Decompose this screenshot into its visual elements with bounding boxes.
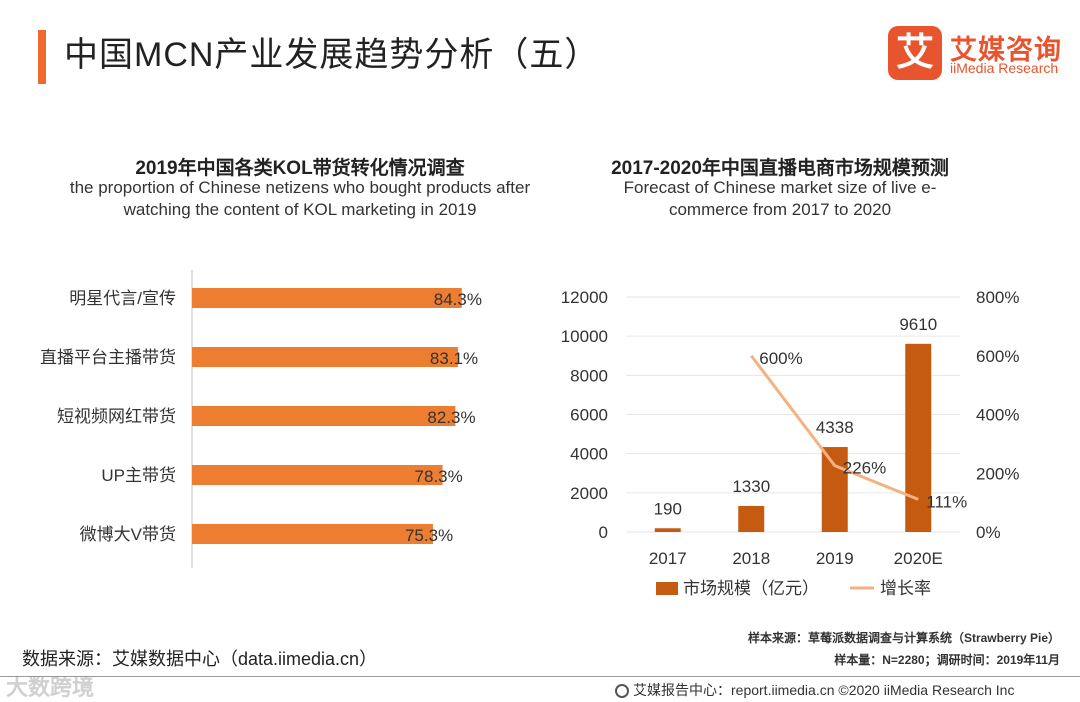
right-tick-label: 0% (976, 523, 1001, 542)
value-label: 84.3% (434, 290, 482, 309)
growth-label: 111% (926, 492, 967, 511)
footer-report-center: 艾媒报告中心：report.iimedia.cn ©2020 iiMedia R… (615, 680, 1014, 700)
x-tick-label: 2017 (649, 549, 687, 568)
left-tick-label: 0 (599, 523, 608, 542)
left-chart-title: 2019年中国各类KOL带货转化情况调查 (135, 158, 465, 179)
left-tick-label: 10000 (561, 327, 608, 346)
left-tick-label: 4000 (570, 445, 608, 464)
legend-swatch-bar (656, 582, 678, 595)
left-tick-label: 2000 (570, 484, 608, 503)
right-chart-subtitle-2: commerce from 2017 to 2020 (668, 200, 892, 219)
value-label: 82.3% (427, 408, 475, 427)
sample-source-note: 样本来源：草莓派数据调查与计算系统（Strawberry Pie） (747, 631, 1060, 645)
right-tick-label: 800% (976, 288, 1019, 307)
category-label: 明星代言/宣传 (69, 289, 176, 308)
watermark: 大数跨境 (6, 675, 95, 700)
sample-size-note: 样本量：N=2280；调研时间：2019年11月 (834, 653, 1060, 667)
category-label: 微博大V带货 (80, 525, 176, 544)
title-accent-bar (38, 30, 46, 84)
left-tick-label: 12000 (561, 288, 608, 307)
market-size-bar (905, 343, 932, 532)
right-chart-subtitle-1: Forecast of Chinese market size of live … (623, 178, 937, 197)
bar (192, 347, 458, 367)
page-title: 中国MCN产业发展趋势分析（五） (64, 36, 600, 74)
bar (192, 288, 462, 308)
value-label: 83.1% (430, 349, 478, 368)
right-tick-label: 200% (976, 464, 1019, 483)
category-label: 直播平台主播带货 (40, 348, 176, 367)
left-chart-subtitle-2: watching the content of KOL marketing in… (123, 200, 477, 219)
kol-conversion-bar-chart: 明星代言/宣传 84.3% 直播平台主播带货 83.1% 短视频网红带货 82.3% UP主… (40, 270, 482, 568)
footer-report-text: 艾媒报告中心：report.iimedia.cn ©2020 iiMedia R… (633, 682, 1015, 698)
bar-value-label: 9610 (899, 315, 937, 334)
x-tick-label: 2018 (732, 549, 770, 568)
x-tick-label: 2019 (816, 549, 854, 568)
bar-value-label: 1330 (732, 477, 770, 496)
value-label: 75.3% (405, 526, 453, 545)
market-size-bar (654, 528, 681, 532)
right-tick-label: 400% (976, 406, 1019, 425)
market-size-bar (738, 505, 765, 532)
x-tick-label: 2020E (894, 549, 943, 568)
category-label: UP主带货 (101, 466, 176, 485)
bar (192, 524, 433, 544)
logo-en: iiMedia Research (950, 60, 1059, 76)
growth-label: 600% (759, 349, 802, 368)
right-chart-title: 2017-2020年中国直播电商市场规模预测 (611, 158, 949, 179)
iimedia-logo: 艾 艾媒咨询 iiMedia Research (888, 26, 1068, 82)
left-tick-label: 6000 (570, 406, 608, 425)
logo-mark: 艾 (888, 26, 942, 80)
value-label: 78.3% (415, 467, 463, 486)
legend-label-bar: 市场规模（亿元） (683, 579, 819, 598)
logo-cn: 艾媒咨询 (950, 35, 1062, 65)
bar (192, 406, 456, 426)
bar-value-label: 190 (654, 499, 682, 518)
left-chart-subtitle-1: the proportion of Chinese netizens who b… (69, 178, 531, 197)
live-ecommerce-combo-chart: 0 2000 4000 6000 8000 10000 12000 0% 200% 400% 600… (561, 288, 1020, 598)
footer-divider (0, 676, 1080, 677)
category-label: 短视频网红带货 (57, 407, 176, 426)
market-size-bar (821, 447, 848, 532)
data-source: 数据来源：艾媒数据中心（data.iimedia.cn） (22, 649, 378, 669)
globe-icon (615, 684, 629, 698)
bar (192, 465, 443, 485)
growth-rate-line (750, 354, 919, 501)
left-tick-label: 8000 (570, 366, 608, 385)
right-tick-label: 600% (976, 347, 1019, 366)
growth-label: 226% (843, 459, 886, 478)
bar-value-label: 4338 (816, 418, 854, 437)
legend-label-line: 增长率 (880, 579, 931, 598)
